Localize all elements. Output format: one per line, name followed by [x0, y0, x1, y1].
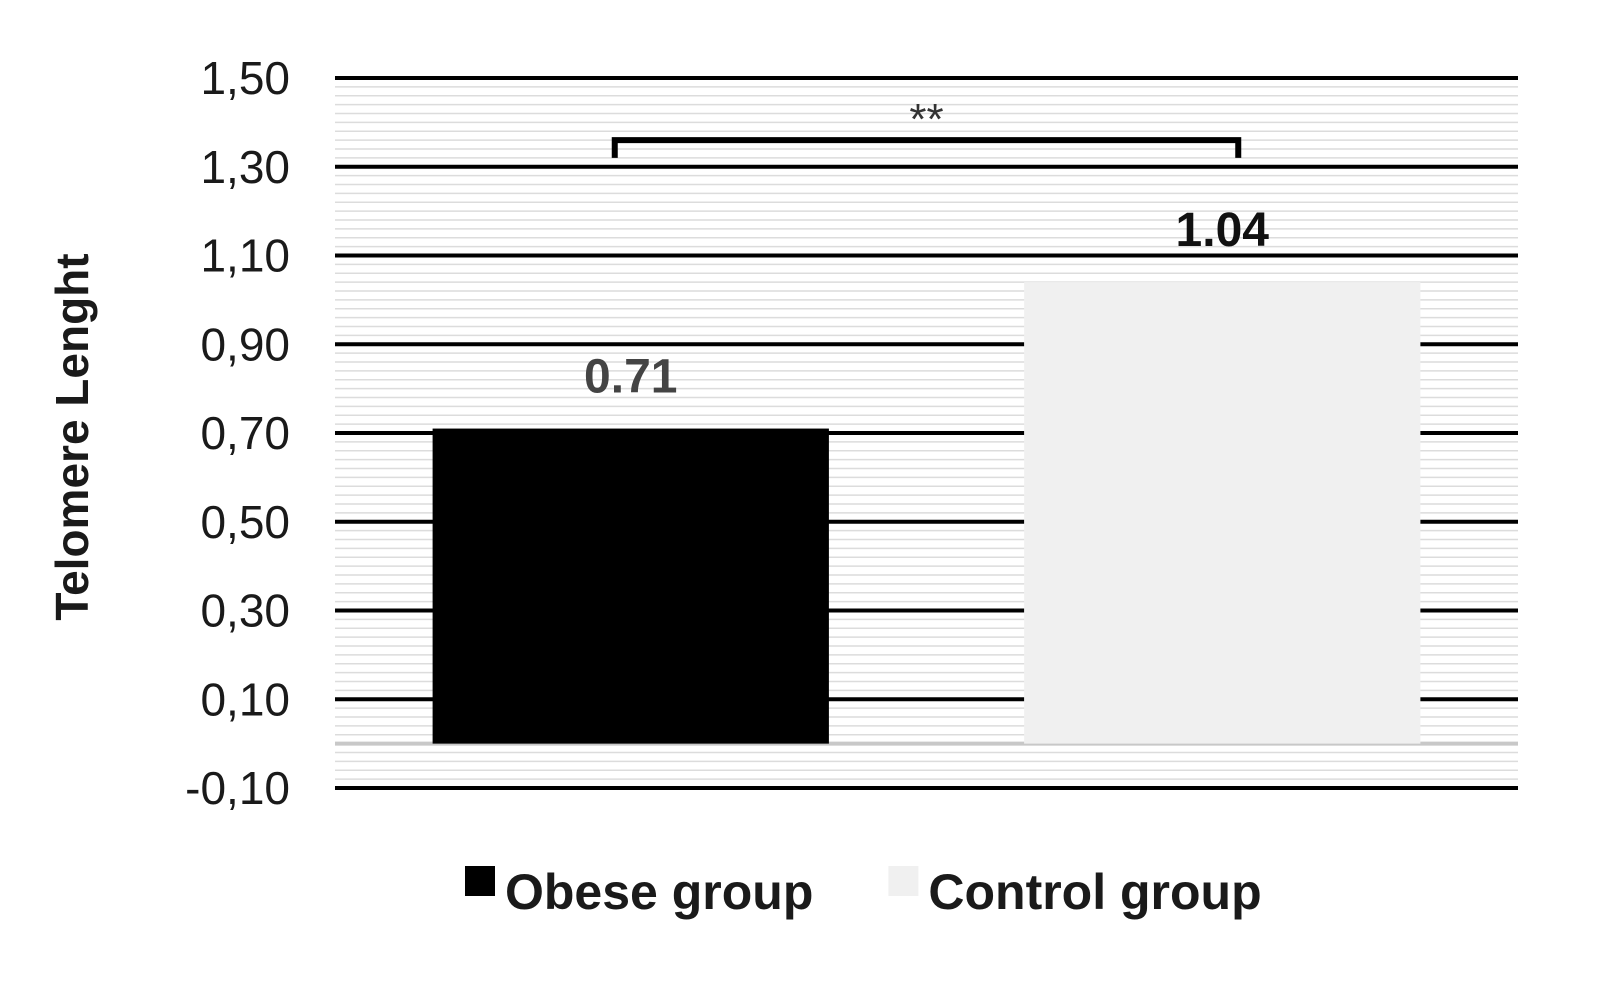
legend-swatch	[888, 866, 919, 896]
y-tick-label: 0,30	[200, 585, 290, 637]
y-tick-label: 0,10	[200, 673, 290, 725]
y-tick-label: 1,10	[200, 230, 290, 282]
significance-marker: **	[909, 95, 943, 144]
legend-swatch	[465, 866, 495, 896]
legend-label: Obese group	[505, 864, 813, 920]
y-tick-label: 1,50	[200, 52, 290, 104]
y-tick-label: 0,50	[200, 496, 290, 548]
bars	[432, 282, 1421, 744]
y-tick-labels: -0,10 0,10 0,30 0,50 0,70 0,90 1,10 1,30 1,50	[185, 52, 290, 814]
y-tick-label: 0,90	[200, 318, 290, 370]
bar-obese-group	[432, 428, 829, 744]
data-labels: 0.71 1.04	[584, 204, 1269, 403]
y-axis-label: Telomere Lenght	[46, 253, 98, 620]
bar-control-group	[1024, 282, 1421, 744]
data-label: 1.04	[1176, 204, 1270, 257]
legend-label: Control group	[928, 864, 1261, 920]
significance-bracket	[611, 137, 1242, 158]
y-tick-label: 0,70	[200, 407, 290, 459]
y-tick-label: -0,10	[185, 762, 290, 814]
legend: Obese group Control group	[465, 864, 1262, 920]
data-label: 0.71	[584, 351, 677, 404]
y-tick-label: 1,30	[200, 141, 290, 193]
significance-annotation: **	[611, 95, 1242, 158]
